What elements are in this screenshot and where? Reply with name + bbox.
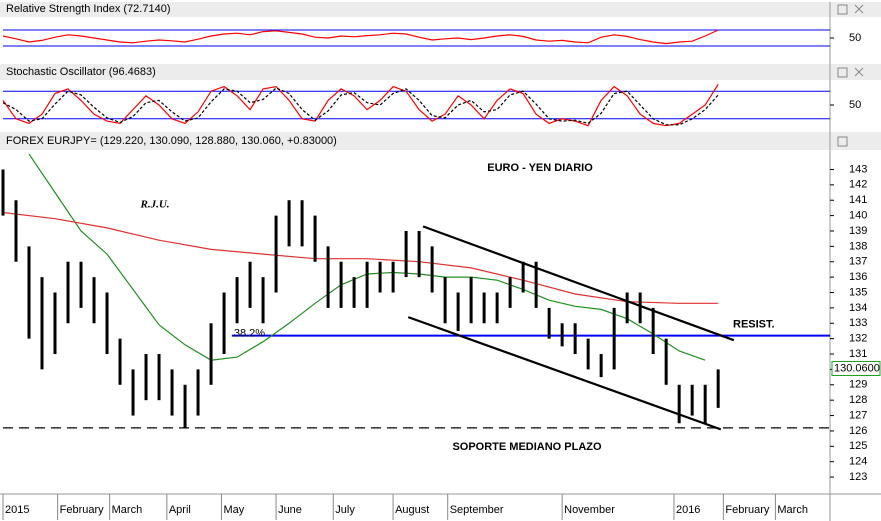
x-tick-label: 2015	[5, 504, 29, 516]
indicator-line	[2, 29, 719, 45]
x-tick-label: August	[395, 504, 429, 516]
y-tick-label: 139	[849, 225, 867, 237]
x-tick-label: May	[223, 504, 244, 516]
y-tick-label: 132	[849, 333, 867, 345]
window-buttons	[837, 4, 864, 147]
y-tick-label: 124	[849, 456, 867, 468]
y-tick-label: 127	[849, 409, 867, 421]
y-tick-label: 142	[849, 179, 867, 191]
y-tick-label: 135	[849, 286, 867, 298]
y-tick-label: 136	[849, 271, 867, 283]
y-tick-label: 133	[849, 317, 867, 329]
moving-average	[2, 211, 719, 304]
last-price-label: 130.0600	[834, 362, 880, 374]
watermark: R.J.U.	[139, 199, 169, 211]
y-tick-label: 129	[849, 379, 867, 391]
maximize-button[interactable]	[837, 67, 848, 78]
panel-header	[0, 132, 881, 150]
y-tick-label: 143	[849, 163, 867, 175]
x-tick-label: February	[725, 504, 770, 516]
panel-title: Relative Strength Index (72.7140)	[6, 3, 171, 15]
x-tick-label: June	[278, 504, 302, 516]
panel-header	[0, 64, 881, 80]
panel-title: FOREX EURJPY= (129.220, 130.090, 128.880…	[6, 135, 337, 147]
y-tick-label: 134	[849, 302, 867, 314]
last-price-box	[831, 360, 881, 376]
trend-channel	[422, 225, 735, 342]
x-tick-label: 2016	[676, 504, 700, 516]
x-tick-label: February	[60, 504, 105, 516]
x-tick-label: July	[335, 504, 355, 516]
y-tick-label: 128	[849, 394, 867, 406]
x-tick-label: November	[564, 504, 615, 516]
y-tick-label: 140	[849, 210, 867, 222]
maximize-button[interactable]	[837, 136, 848, 147]
trend-channel	[407, 316, 722, 431]
y-tick-label: 123	[849, 471, 867, 483]
y-tick-label: 137	[849, 256, 867, 268]
y-tick-label: 126	[849, 425, 867, 437]
y-tick-label: 131	[849, 348, 867, 360]
panel-title: Stochastic Oscillator (96.4683)	[6, 66, 156, 78]
maximize-button[interactable]	[837, 4, 848, 15]
y-tick-label: 50	[849, 99, 861, 111]
x-tick-label: March	[112, 504, 143, 516]
close-button[interactable]	[854, 4, 864, 14]
indicator-line	[2, 87, 719, 126]
resistance-label: 38.2%	[234, 327, 265, 339]
y-tick-label: 125	[849, 440, 867, 452]
y-tick-label: 141	[849, 194, 867, 206]
resistance-label: RESIST.	[733, 318, 775, 330]
x-tick-label: March	[777, 504, 808, 516]
y-tick-label: 138	[849, 240, 867, 252]
chart-heading: EURO - YEN DIARIO	[487, 162, 593, 174]
close-button[interactable]	[854, 67, 864, 77]
x-tick-label: April	[169, 504, 191, 516]
y-tick-label: 50	[849, 32, 861, 44]
panel-header	[0, 2, 881, 17]
x-axis-band	[0, 494, 881, 521]
annotation: SOPORTE MEDIANO PLAZO	[452, 441, 602, 453]
x-tick-label: September	[450, 504, 504, 516]
